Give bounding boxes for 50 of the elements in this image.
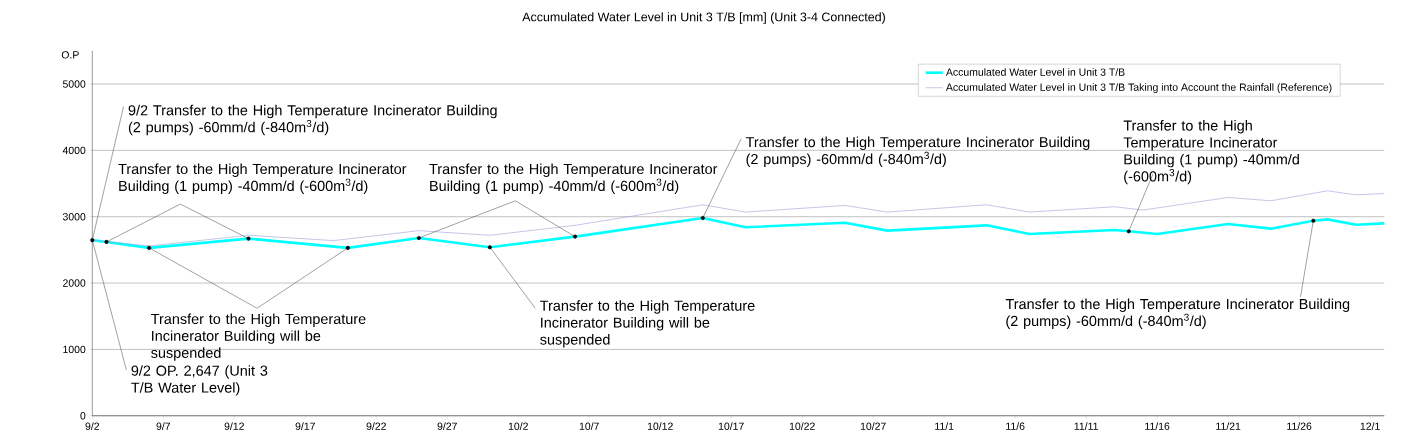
point [1311,218,1316,223]
point [573,234,578,239]
x-tick-label: 11/11 [1074,422,1098,430]
point [416,235,421,240]
x-tick-label: 10/2 [508,422,528,430]
x-tick-label: 10/17 [718,422,744,430]
annotation: Transfer to the High Temperature Incinerator Building (1 pump) -40mm/d (-600m$^{3}$/d) [1123,120,1299,185]
y-tick-label: 0 [80,412,86,420]
legend-label: Accumulated Water Level in Unit 3 T/B [945,68,1125,76]
annotation: Transfer to the High Temperature Incinerator Building (1 pump) -40mm/d (-600m$^{3}$/d) [118,163,407,194]
point [1126,229,1131,234]
x-tick-label: 11/26 [1287,422,1312,430]
legend-label: Accumulated Water Level in Unit 3 T/B Taking into Account the Rainfall (Reference) [945,83,1332,93]
x-tick-label: 9/7 [156,422,171,430]
x-tick-label: 11/16 [1145,422,1170,430]
line-series [91,216,1386,250]
point [246,236,251,241]
annotation: Transfer to the High Temperature Incinerator Building (1 pump) -40mm/d (-600m$^{3}$/d) [429,163,718,194]
x-tick-label: 9/17 [295,422,315,430]
y-tick-label: 3000 [62,213,86,221]
annotation: 9/2 Transfer to the High Temperature Incinerator Building (2 pumps) -60mm/d (-840m$^{3}$/d) [128,104,497,136]
annotation: Transfer to the High Temperature Incinerator Building will be suspended [540,300,755,348]
x-tick-label: 11/1 [935,422,954,430]
x-tick-label: 9/12 [224,422,244,430]
x-tick-label: 9/27 [437,422,457,430]
point [90,238,95,243]
x-tick-label: 10/12 [647,422,673,430]
x-tick-label: 10/27 [860,422,886,430]
y-axis-title: O.P [61,51,79,59]
point [345,245,350,250]
point [104,239,109,244]
y-tick-label: 1000 [63,345,86,354]
x-tick-label: 11/21 [1216,422,1241,430]
x-tick-label: 11/6 [1006,422,1025,430]
point [700,216,705,221]
point [147,245,152,250]
y-tick-label: 5000 [62,80,86,88]
x-tick-label: 9/22 [366,422,386,430]
annotation: Transfer to the High Temperature Incinerator Building will be suspended [151,313,366,361]
y-tick-label: 4000 [62,146,86,155]
x-tick-label: 10/7 [579,422,599,430]
annotation: 9/2 OP. 2,647 (Unit 3 T/B Water Level) [131,365,268,396]
point [487,245,492,250]
x-tick-label: 10/22 [789,422,815,430]
y-tick-label: 2000 [63,279,86,287]
annotation: Transfer to the High Temperature Incinerator Building (2 pumps) -60mm/d (-840m$^{3}$/d) [745,136,1090,168]
annotation: Transfer to the High Temperature Incinerator Building (2 pumps) -60mm/d (-840m$^{3}$/d) [1005,298,1350,329]
x-tick-label: 12/1 [1360,422,1380,430]
x-tick-label: 9/2 [85,422,100,430]
chart-title: Accumulated Water Level in Unit 3 T/B [mm] (Unit 3-4 Connected) [522,12,885,24]
